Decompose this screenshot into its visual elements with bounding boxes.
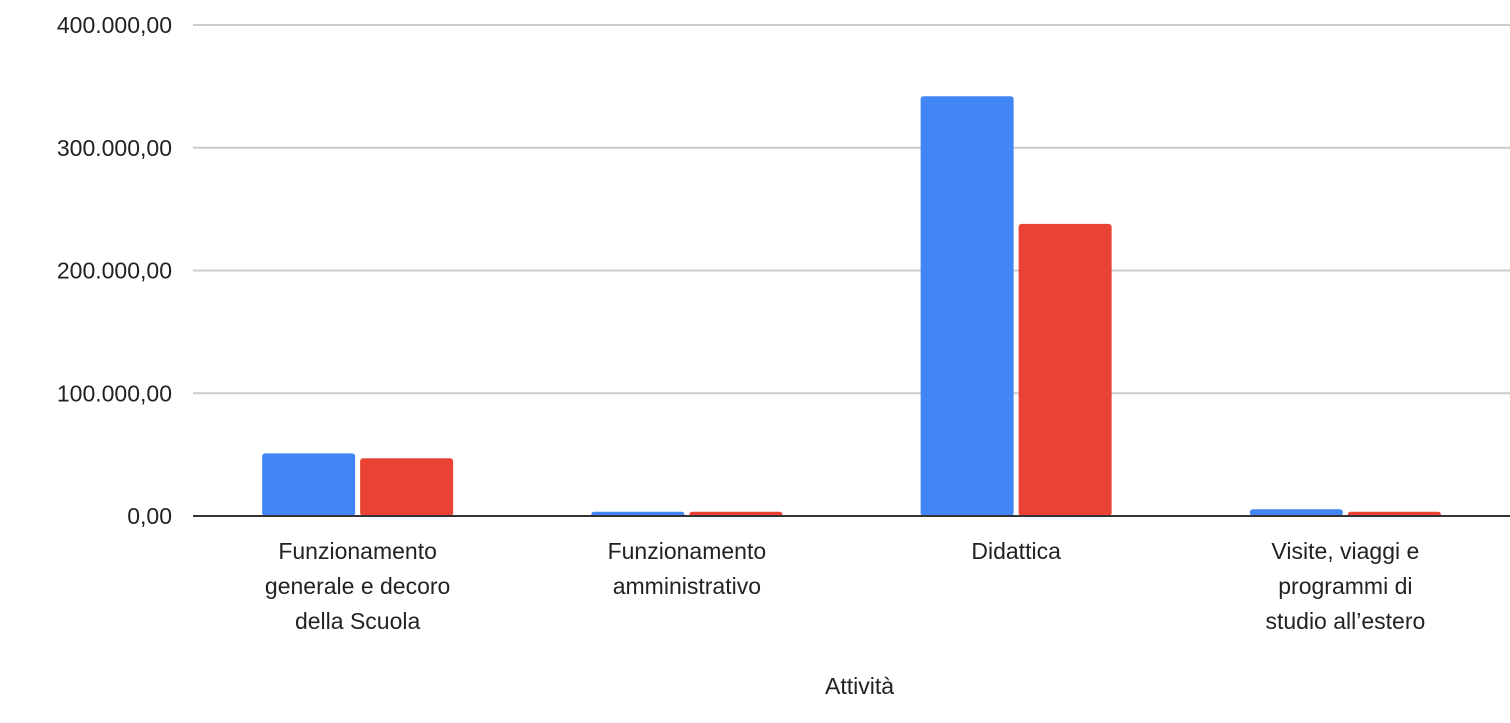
bar xyxy=(1347,511,1441,516)
bar xyxy=(1249,509,1343,516)
bar xyxy=(360,458,454,516)
y-tick-label: 100.000,00 xyxy=(57,380,172,406)
y-tick-label: 400.000,00 xyxy=(57,12,172,38)
y-tick-label: 300.000,00 xyxy=(57,135,172,161)
x-category-label: Visite, viaggi e programmi di studio all’e… xyxy=(1265,538,1425,634)
bar xyxy=(591,511,685,516)
x-category-label: Didattica xyxy=(971,538,1061,564)
x-axis-title: Attività xyxy=(825,673,894,699)
y-tick-label: 0,00 xyxy=(127,503,172,529)
x-category-label: Funzionamento generale e decoro della Scuo… xyxy=(265,538,450,634)
bar xyxy=(920,96,1014,516)
bar xyxy=(1018,223,1112,517)
x-axis-categories: Funzionamento generale e decoro della Scuo… xyxy=(265,538,1425,634)
gridlines xyxy=(193,24,1510,395)
bars xyxy=(262,96,1441,517)
x-category-label: Funzionamento amministrativo xyxy=(608,538,767,599)
bar xyxy=(689,511,783,516)
bar xyxy=(262,453,356,516)
y-tick-label: 200.000,00 xyxy=(57,258,172,284)
y-axis-ticks: 0,00 100.000,00 200.000,00 300.000,00 400.00… xyxy=(57,12,172,529)
